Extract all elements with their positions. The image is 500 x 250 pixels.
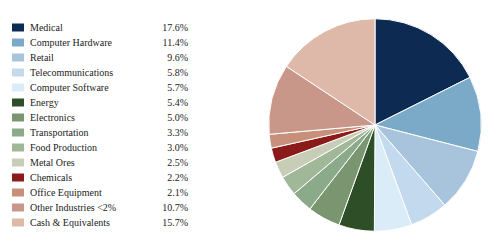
svg-text:Metal Ores: Metal Ores — [30, 157, 75, 168]
svg-text:5.0%: 5.0% — [167, 112, 188, 123]
svg-text:2.1%: 2.1% — [167, 187, 188, 198]
svg-text:Telecommunications: Telecommunications — [30, 67, 113, 78]
svg-text:15.7%: 15.7% — [162, 217, 188, 228]
svg-text:5.8%: 5.8% — [167, 67, 188, 78]
svg-text:3.3%: 3.3% — [167, 127, 188, 138]
svg-text:5.7%: 5.7% — [167, 82, 188, 93]
svg-text:Food Production: Food Production — [30, 142, 97, 153]
svg-text:2.2%: 2.2% — [167, 172, 188, 183]
svg-text:Cash & Equivalents: Cash & Equivalents — [30, 217, 110, 228]
svg-text:Office Equipment: Office Equipment — [30, 187, 102, 198]
svg-text:9.6%: 9.6% — [167, 52, 188, 63]
svg-text:Chemicals: Chemicals — [30, 172, 72, 183]
svg-text:11.4%: 11.4% — [163, 37, 188, 48]
svg-text:Retail: Retail — [30, 52, 54, 63]
svg-text:5.4%: 5.4% — [167, 97, 188, 108]
svg-text:Energy: Energy — [30, 97, 59, 108]
svg-text:Electronics: Electronics — [30, 112, 75, 123]
svg-text:Computer Software: Computer Software — [30, 82, 109, 93]
svg-text:Computer Hardware: Computer Hardware — [30, 37, 112, 48]
svg-text:Other Industries <2%: Other Industries <2% — [30, 202, 116, 213]
svg-text:Transportation: Transportation — [30, 127, 89, 138]
svg-text:3.0%: 3.0% — [167, 142, 188, 153]
svg-text:17.6%: 17.6% — [162, 22, 188, 33]
svg-text:Medical: Medical — [30, 22, 63, 33]
svg-text:10.7%: 10.7% — [162, 202, 188, 213]
svg-text:2.5%: 2.5% — [167, 157, 188, 168]
